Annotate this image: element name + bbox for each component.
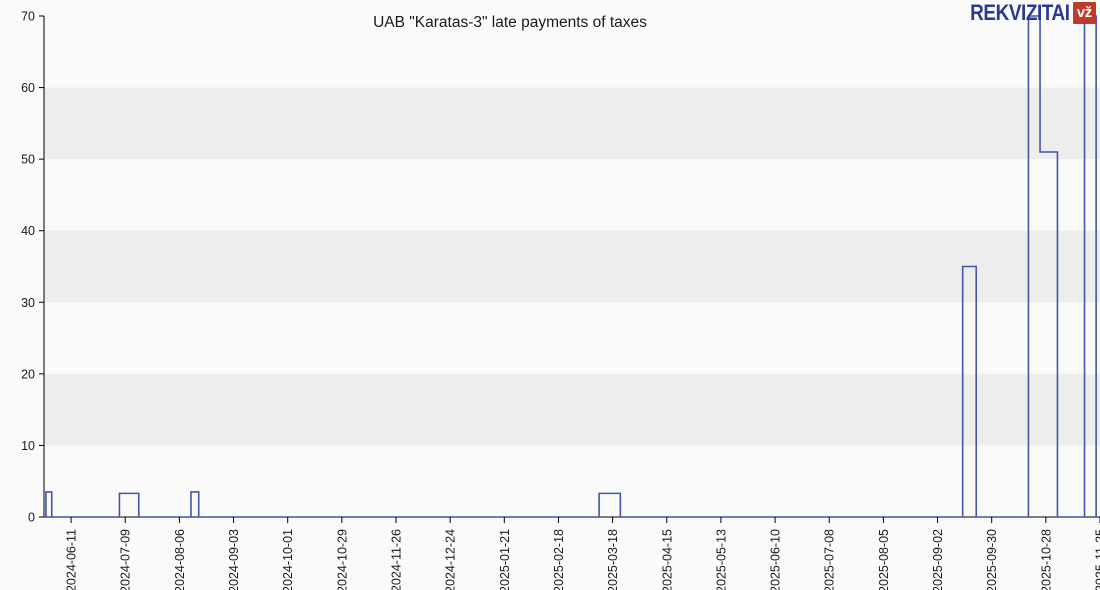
x-tick-label: 2025-06-10 [769, 529, 783, 590]
x-tick-label: 2025-11-25 [1094, 529, 1100, 590]
y-tick-label: 0 [28, 511, 35, 525]
series-line-0 [44, 15, 1100, 517]
grid-band [44, 87, 1100, 160]
x-tick-label: 2024-08-06 [173, 529, 187, 590]
logo-vz-badge: vž [1072, 2, 1096, 24]
x-tick-label: 2025-09-30 [985, 529, 999, 590]
x-tick-label: 2025-04-15 [660, 529, 674, 590]
y-tick-label: 20 [21, 367, 35, 381]
x-tick-label: 2024-12-24 [444, 529, 458, 590]
y-axis: 0 10 20 30 40 50 60 70 [21, 10, 45, 525]
x-tick-label: 2025-10-28 [1039, 529, 1053, 590]
x-tick-label: 2025-07-08 [823, 529, 837, 590]
grid-band [44, 230, 1100, 303]
y-tick-label: 60 [21, 81, 35, 95]
x-tick-label: 2024-07-09 [119, 529, 133, 590]
y-tick-label: 10 [21, 439, 35, 453]
y-tick-label: 70 [21, 10, 35, 24]
grid-band [44, 373, 1100, 446]
x-tick-label: 2025-01-21 [498, 529, 512, 590]
x-tick-label: 2025-08-05 [877, 529, 891, 590]
x-tick-label: 2024-09-03 [227, 529, 241, 590]
x-tick-label: 2025-05-13 [714, 529, 728, 590]
y-tick-label: 30 [21, 296, 35, 310]
y-tick-label: 40 [21, 224, 35, 238]
y-tick-label: 50 [21, 153, 35, 167]
x-tick-label: 2025-02-18 [552, 529, 566, 590]
rekvizitai-logo[interactable]: REKVIZITAI vž [954, 0, 1096, 26]
x-tick-label: 2025-09-02 [931, 529, 945, 590]
x-tick-label: 2024-10-29 [335, 529, 349, 590]
logo-wordmark: REKVIZITAI [970, 0, 1070, 25]
chart-title: UAB "Karatas-3" late payments of taxes [373, 14, 647, 31]
grid-bands [44, 87, 1100, 446]
x-tick-label: 2024-10-01 [281, 529, 295, 590]
x-tick-label: 2025-03-18 [606, 529, 620, 590]
x-tick-label: 2024-11-26 [390, 529, 404, 590]
x-tick-label: 2024-06-11 [65, 529, 79, 590]
